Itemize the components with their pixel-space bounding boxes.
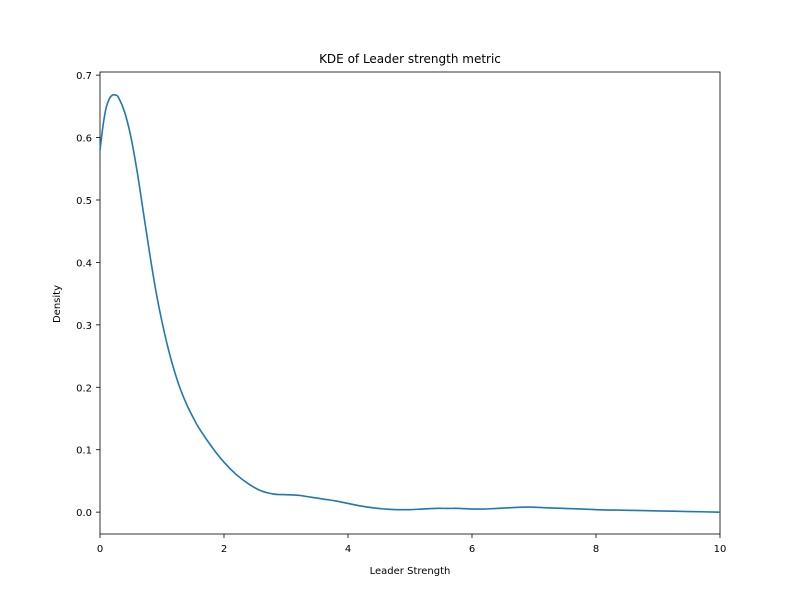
y-tick-label: 0.0 <box>76 508 92 519</box>
y-tick-label: 0.5 <box>76 196 92 207</box>
plot-frame <box>99 71 721 535</box>
x-tick-label: 6 <box>469 544 475 555</box>
x-axis-label: Leader Strength <box>370 566 451 577</box>
x-tick-label: 10 <box>714 544 727 555</box>
x-tick-label: 8 <box>593 544 599 555</box>
x-tick-label: 0 <box>97 544 103 555</box>
chart-title: KDE of Leader strength metric <box>319 52 501 66</box>
y-axis-ticks: 0.0 0.1 0.2 0.3 0.4 0.5 0.6 0.7 <box>76 71 100 519</box>
y-tick-label: 0.6 <box>76 134 92 145</box>
y-tick-label: 0.3 <box>76 321 92 332</box>
y-tick-label: 0.1 <box>76 446 92 457</box>
x-tick-label: 4 <box>345 544 351 555</box>
y-tick-label: 0.4 <box>76 258 92 269</box>
x-axis-ticks: 0 2 4 6 8 10 <box>97 534 727 555</box>
y-tick-label: 0.7 <box>76 71 92 82</box>
y-axis-label: Density <box>52 285 63 323</box>
x-tick-label: 2 <box>221 544 227 555</box>
kde-density-line <box>99 93 721 513</box>
y-tick-label: 0.2 <box>76 383 92 394</box>
